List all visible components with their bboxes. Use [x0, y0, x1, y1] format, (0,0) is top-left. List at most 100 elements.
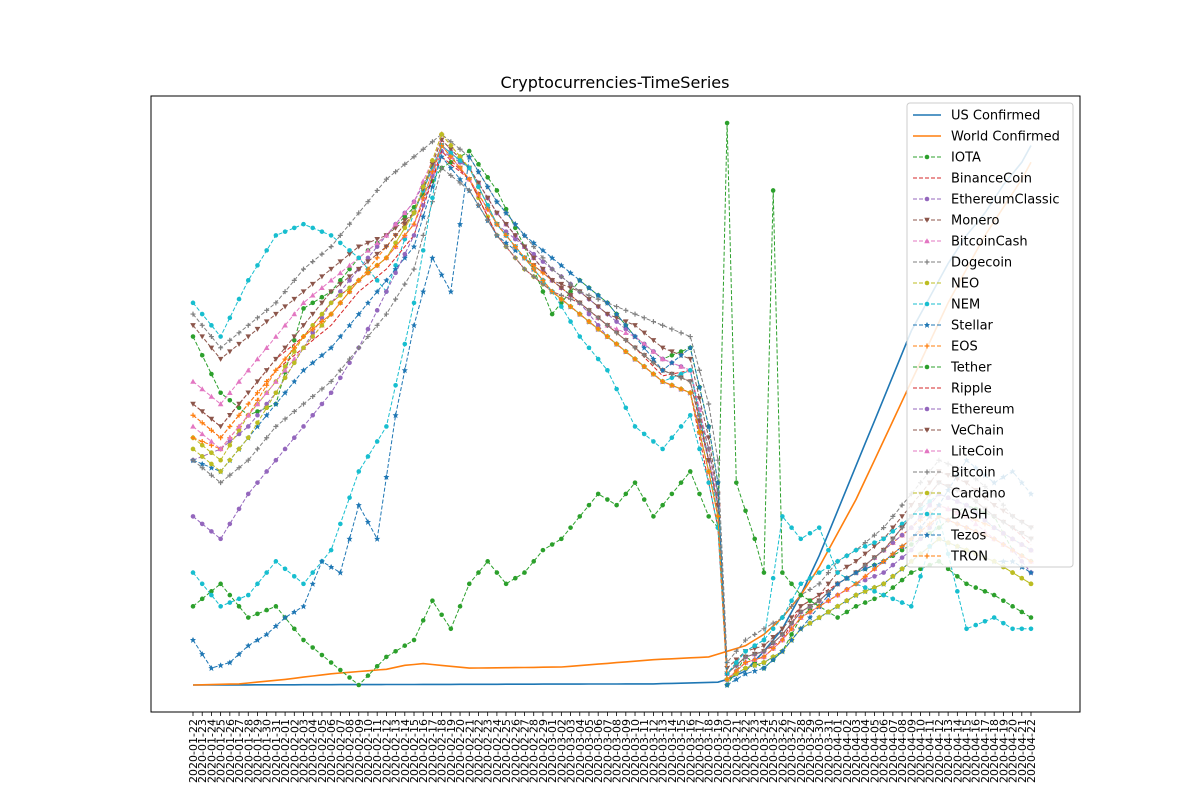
tezos-point [714, 479, 721, 486]
monero-point [650, 338, 657, 344]
tether-point [402, 643, 408, 648]
tezos-point [438, 271, 445, 278]
x-tick-label: 2020-02-29 [537, 719, 550, 783]
monero-point [862, 551, 869, 557]
stellar-point [355, 311, 362, 318]
cardano-point [761, 660, 767, 665]
cardano-point [1019, 575, 1025, 581]
ethereumclassic-point [374, 244, 380, 249]
cardano-point [862, 589, 868, 594]
bitcoin-point [752, 651, 758, 657]
tron-point [724, 676, 730, 682]
tron-point [669, 382, 675, 388]
tezos-point [641, 344, 648, 351]
tether-point [669, 491, 675, 497]
bitcoincash-point [337, 270, 344, 276]
monero-point [374, 236, 380, 242]
bitcoincash-point [291, 311, 298, 317]
x-tick-label: 2020-01-24 [205, 719, 218, 783]
tron-point [789, 626, 795, 632]
tezos-point [853, 569, 860, 576]
x-tick-label: 2020-03-16 [684, 719, 697, 783]
legend-label: Ripple [951, 382, 992, 397]
bitcoincash-point [328, 277, 334, 283]
dash-point [697, 446, 702, 452]
iota-point [190, 334, 196, 339]
stellar-point [272, 401, 279, 407]
tezos-point [245, 642, 252, 649]
dogecoin-point [236, 330, 242, 336]
dogecoin-point [816, 581, 822, 587]
vechain-point [282, 345, 288, 351]
bitcoin-point [475, 202, 481, 208]
tether-point [255, 611, 260, 617]
vechain-point [346, 274, 353, 280]
dash-point [724, 671, 730, 677]
cardano-point [282, 375, 288, 381]
series-line-litecoin [192, 144, 1032, 681]
dash-point [236, 596, 242, 602]
monero-point [853, 559, 859, 565]
monero-point [595, 304, 601, 310]
stellar-point [401, 254, 408, 261]
x-tick-label: 2020-02-09 [353, 719, 366, 783]
tezos-point [834, 580, 841, 587]
legend-item-world-confirmed: World Confirmed [913, 130, 1060, 145]
x-tick-label: 2020-03-04 [574, 719, 587, 783]
bitcoin-point [273, 423, 279, 429]
vechain-point [558, 285, 565, 291]
tron-point [706, 468, 712, 474]
nem-point [356, 255, 362, 261]
dogecoin-point [715, 457, 721, 463]
tether-point [918, 566, 923, 572]
iota-point [291, 338, 297, 343]
litecoin-point [217, 446, 224, 452]
dogecoin-point [577, 289, 583, 295]
x-tick-label: 2020-04-11 [924, 719, 937, 783]
tether-point [955, 574, 960, 579]
iota-point [540, 289, 546, 294]
cardano-point [743, 665, 748, 671]
iota-point [319, 294, 325, 300]
series-line-ethereum [192, 144, 1032, 675]
neo-point [209, 450, 214, 456]
legend-ethereumclassic-point [924, 196, 930, 202]
tezos-point [346, 535, 353, 542]
monero-point [659, 345, 666, 351]
x-tick-label: 2020-03-08 [611, 719, 624, 783]
tron-point [743, 660, 749, 666]
plot-frame [150, 95, 1081, 713]
tezos-point [604, 299, 611, 306]
legend: US Confirmed World Confirmed IOTA BinanceCo… [906, 102, 1074, 568]
dogecoin-point [365, 199, 371, 205]
vechain-point [273, 356, 279, 362]
monero-point [761, 643, 767, 649]
bitcoincash-point [319, 285, 325, 291]
x-tick-label: 2020-01-30 [261, 719, 274, 783]
nem-point [687, 367, 693, 373]
tether-point [356, 682, 362, 688]
x-tick-label: 2020-02-04 [307, 719, 320, 783]
nem-point [789, 598, 794, 603]
bitcoincash-point [678, 363, 684, 369]
x-tick-label: 2020-03-27 [786, 719, 799, 783]
vechain-point [705, 458, 712, 463]
bitcoin-point [715, 491, 721, 497]
tron-point [899, 543, 905, 549]
dogecoin-point [752, 631, 758, 637]
ethereum-point [199, 521, 205, 527]
tron-point [844, 586, 850, 592]
tezos-point [328, 563, 335, 570]
series-line-stellar [192, 155, 1032, 681]
tron-point [264, 379, 270, 385]
dogecoin-point [568, 281, 574, 287]
legend-label: Dogecoin [951, 256, 1012, 271]
litecoin-point [245, 412, 252, 418]
x-tick-label: 2020-02-18 [436, 719, 449, 783]
tron-point [337, 300, 343, 306]
bitcoincash-point [613, 326, 620, 332]
x-tick-label: 2020-03-02 [555, 719, 568, 783]
tether-point [568, 525, 573, 530]
monero-point [632, 323, 638, 329]
nem-point [273, 233, 279, 238]
